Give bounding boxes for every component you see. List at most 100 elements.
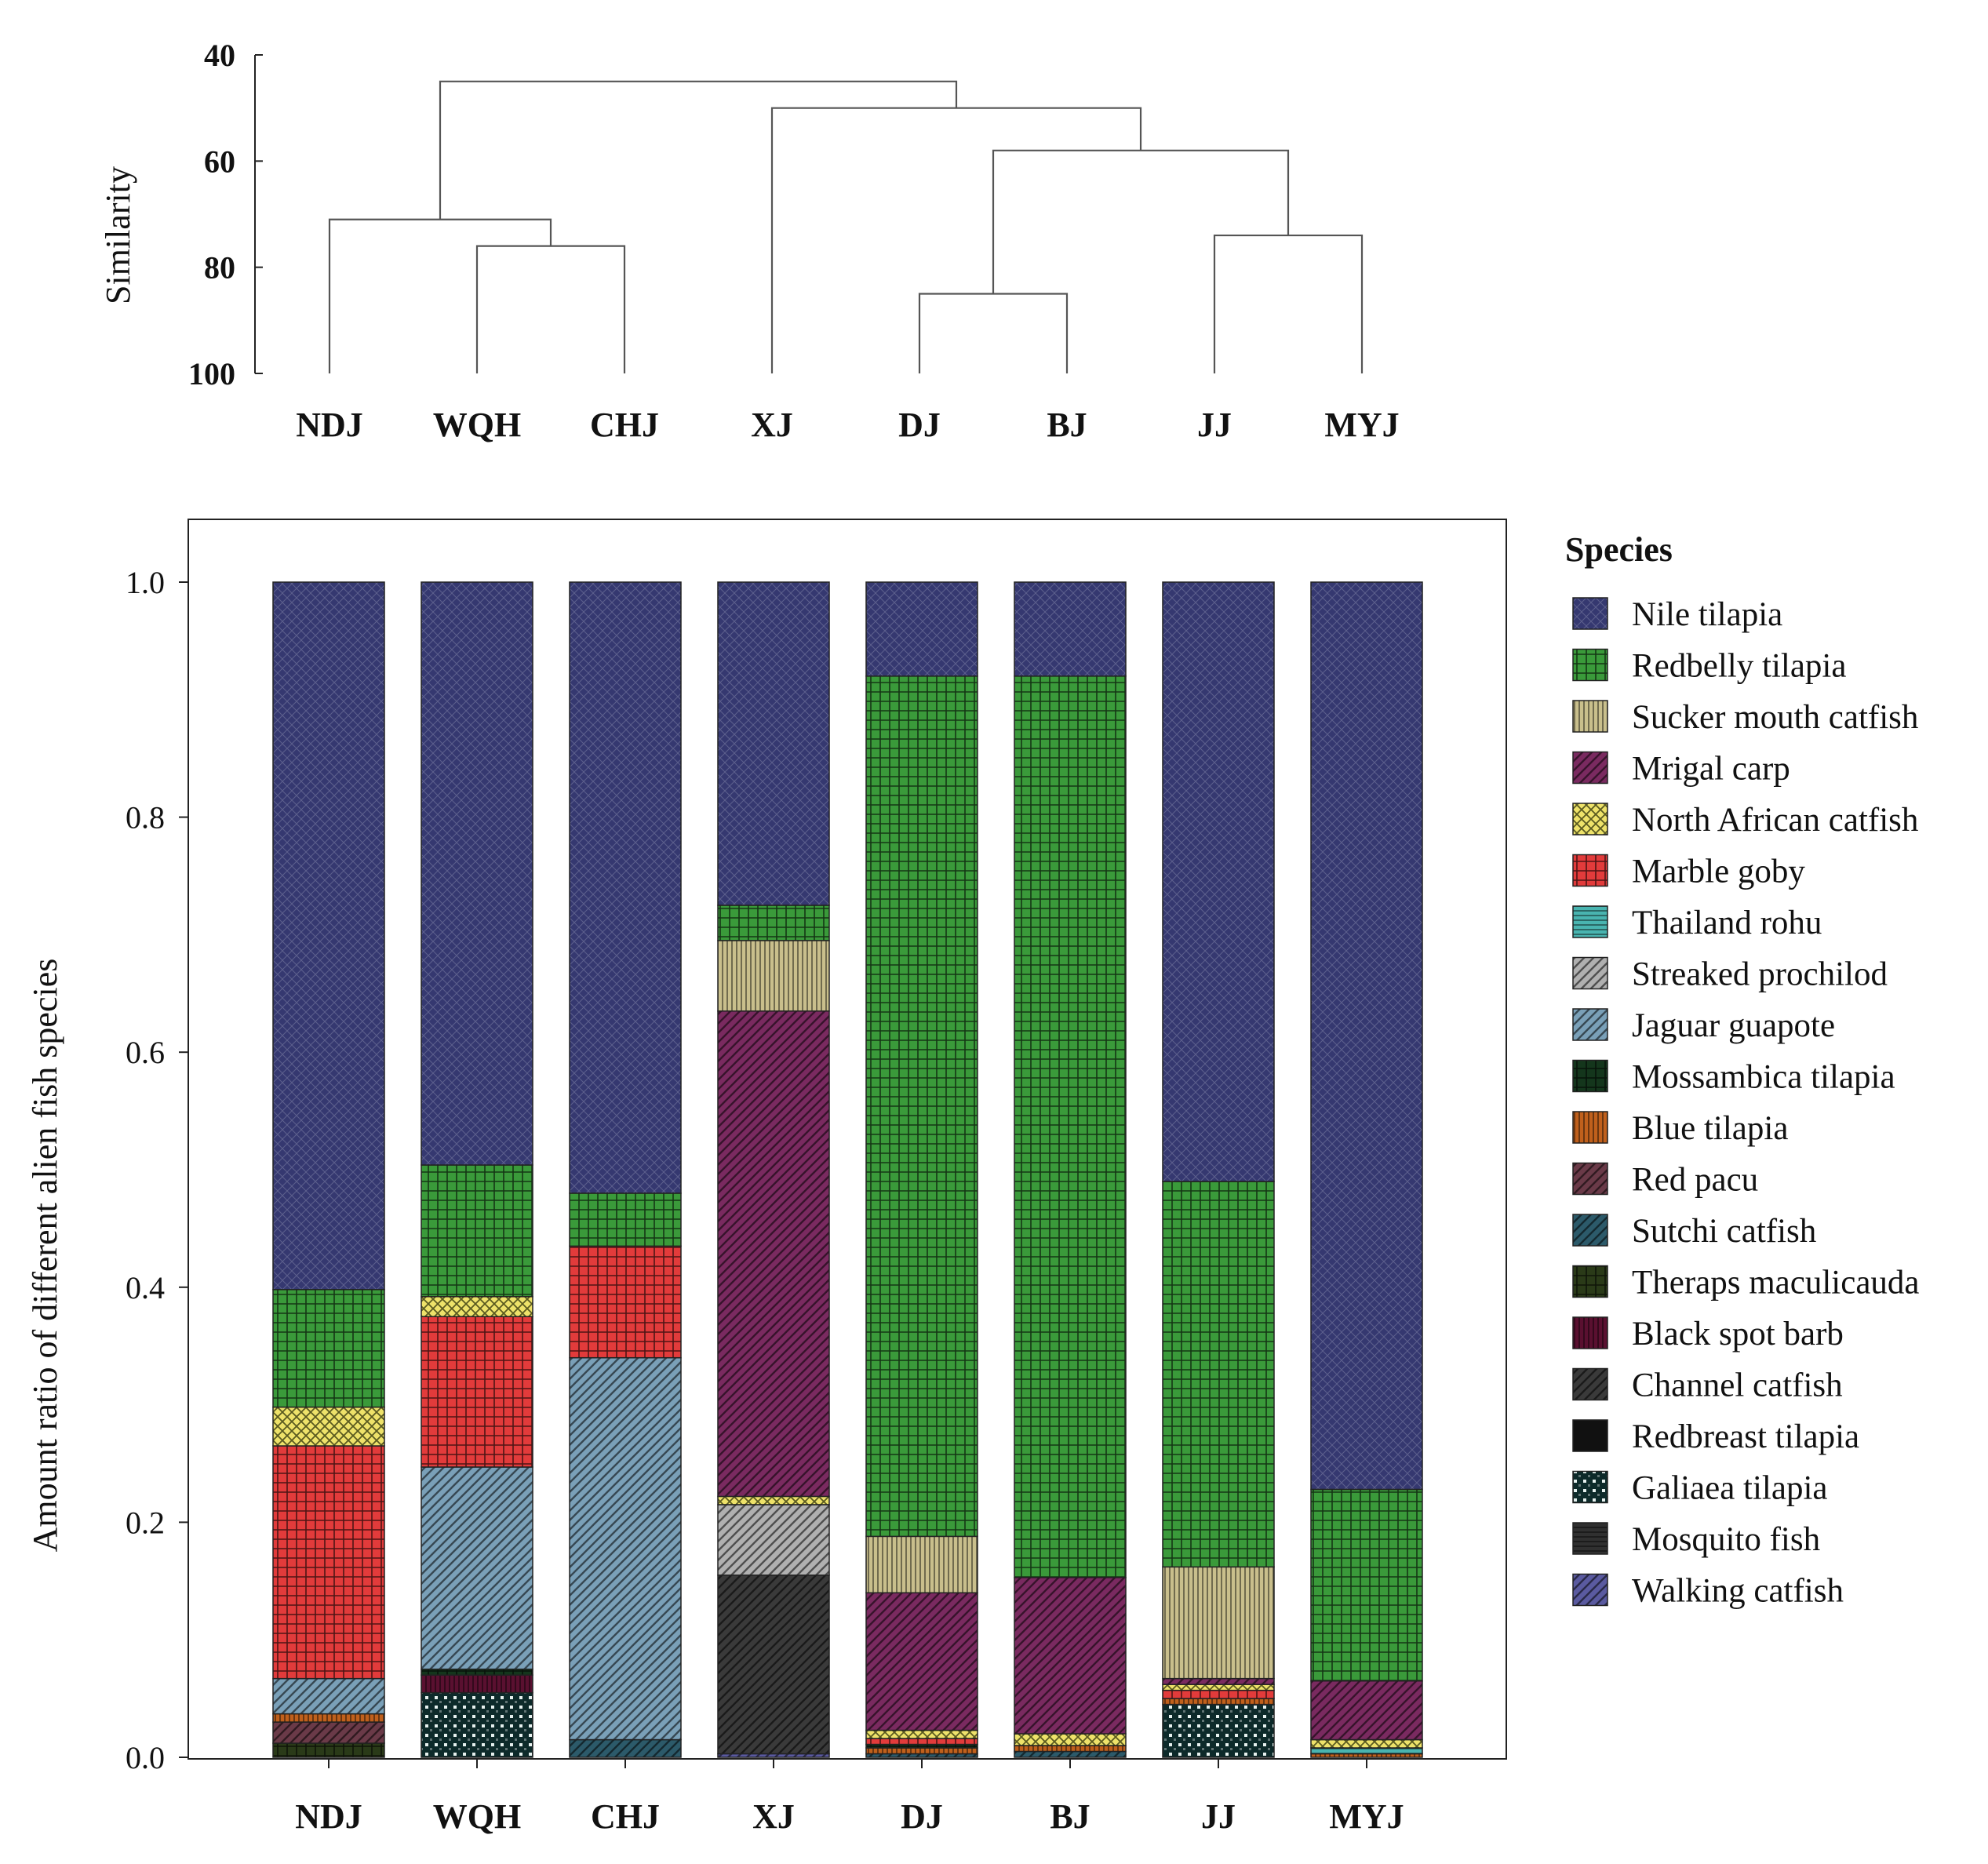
bar-segment-jj-nile-tilapia <box>1162 581 1275 1182</box>
bar-stack-jj <box>1162 581 1275 1758</box>
legend-title: Species <box>1565 530 1673 569</box>
bar-segment-myj-thailand-rohu <box>1310 1747 1423 1755</box>
bar-segment-jj-north-african-catfish <box>1162 1684 1275 1691</box>
legend-item-walking-catfish: Walking catfish <box>1572 1573 1844 1610</box>
legend-item-marble-goby: Marble goby <box>1572 854 1805 890</box>
bar-segment-ndj-theraps-maculicauda <box>272 1742 385 1758</box>
bar-y-ticks: 0.0 0.2 0.4 0.6 0.8 1.0 <box>126 565 188 1775</box>
legend-label: Mrigal carp <box>1632 751 1790 788</box>
legend-swatch <box>1572 700 1608 733</box>
legend-swatch <box>1572 1059 1608 1093</box>
legend-label: Blue tilapia <box>1632 1110 1788 1147</box>
bar-segment-wqh-mossambica-tilapia <box>421 1668 533 1676</box>
bar-tick-label: 0.2 <box>126 1505 165 1540</box>
bar-segment-ndj-nile-tilapia <box>272 581 385 1291</box>
legend-item-redbreast-tilapia: Redbreast tilapia <box>1572 1418 1859 1455</box>
dendrogram-tick-label: 60 <box>204 144 235 179</box>
legend-swatch <box>1572 1470 1608 1504</box>
bar-y-title: Amount ratio of different alien fish spe… <box>26 959 64 1553</box>
legend-swatch <box>1572 751 1608 785</box>
legend-item-north-african-catfish: North African catfish <box>1572 802 1918 839</box>
bar-segment-myj-redbelly-tilapia <box>1310 1488 1423 1682</box>
bar-segment-ndj-red-pacu <box>272 1721 385 1744</box>
legend-swatch <box>1572 803 1608 836</box>
legend-swatch <box>1572 854 1608 887</box>
legend-label: Theraps maculicauda <box>1632 1265 1920 1302</box>
stacked-bar-panel: 0.0 0.2 0.4 0.6 0.8 1.0 Amount ratio of diffe… <box>26 519 1507 1836</box>
dendrogram-tick-label: 80 <box>204 250 235 286</box>
dendrogram-leaf-bj: BJ <box>1047 406 1087 444</box>
dendrogram-link-jj-myj <box>1213 234 1364 373</box>
legend-swatch <box>1572 1419 1608 1452</box>
bar-segment-xj-sucker-mouth-catfish <box>717 940 830 1012</box>
dendrogram-link-ndj-wqh-chj <box>328 218 552 373</box>
bar-segment-chj-jaguar-guapote <box>569 1356 682 1741</box>
bar-segment-jj-galiaea-tilapia <box>1162 1703 1275 1758</box>
legend-swatch <box>1572 1265 1608 1298</box>
dendrogram-leaf-myj: MYJ <box>1324 406 1399 444</box>
bar-segment-dj-blue-tilapia <box>865 1747 978 1755</box>
dendrogram-leaf-wqh: WQH <box>433 406 521 444</box>
bar-segment-myj-mrigal-carp <box>1310 1680 1423 1741</box>
bar-segment-xj-north-african-catfish <box>717 1495 830 1505</box>
dendrogram-links <box>328 80 1364 373</box>
dendrogram-y-title: Similarity <box>99 166 137 304</box>
bar-stack-ndj <box>272 581 385 1758</box>
bar-segment-dj-mrigal-carp <box>865 1592 978 1731</box>
legend-item-galiaea-tilapia: Galiaea tilapia <box>1572 1470 1828 1507</box>
bar-tick-label: 0.6 <box>126 1035 165 1070</box>
legend: Species Nile tilapia Redbelly tilapia Suck… <box>1565 530 1920 1610</box>
dendrogram-y-ticks: 40 60 80 100 <box>188 38 263 391</box>
bar-segment-dj-sucker-mouth-catfish <box>865 1535 978 1594</box>
bar-stack-bj <box>1014 581 1127 1758</box>
dendrogram-link-dj-bj <box>918 293 1069 373</box>
bar-segment-wqh-marble-goby <box>421 1316 533 1468</box>
legend-item-mosquito-fish: Mosquito fish <box>1572 1521 1820 1558</box>
dendrogram-panel: 40 60 80 100 Similarity NDJ WQH CHJ XJ DJ BJ JJ MY… <box>99 38 1400 444</box>
bar-segment-bj-blue-tilapia <box>1014 1745 1127 1753</box>
legend-swatch <box>1572 1573 1608 1607</box>
bar-x-label-jj: JJ <box>1201 1797 1236 1836</box>
legend-item-nile-tilapia: Nile tilapia <box>1572 596 1782 633</box>
bar-segment-ndj-blue-tilapia <box>272 1713 385 1723</box>
legend-item-mossambica-tilapia: Mossambica tilapia <box>1572 1059 1895 1096</box>
bar-segment-dj-marble-goby <box>865 1738 978 1746</box>
bar-segment-dj-nile-tilapia <box>865 581 978 677</box>
legend-items: Nile tilapia Redbelly tilapia Sucker mouth… <box>1572 596 1920 1610</box>
bar-segment-xj-streaked-prochilod <box>717 1504 830 1576</box>
bar-segment-xj-redbelly-tilapia <box>717 905 830 941</box>
legend-label: Walking catfish <box>1632 1573 1844 1610</box>
bar-segment-ndj-marble-goby <box>272 1445 385 1680</box>
legend-item-jaguar-guapote: Jaguar guapote <box>1572 1007 1835 1044</box>
bar-segment-wqh-redbelly-tilapia <box>421 1164 533 1298</box>
bar-segment-xj-channel-catfish <box>717 1575 830 1755</box>
dendrogram-leaf-ndj: NDJ <box>296 406 363 444</box>
legend-label: Streaked prochilod <box>1632 956 1888 993</box>
bar-segment-wqh-nile-tilapia <box>421 581 533 1166</box>
bar-segment-jj-blue-tilapia <box>1162 1698 1275 1706</box>
bar-segment-bj-nile-tilapia <box>1014 581 1127 677</box>
legend-item-black-spot-barb: Black spot barb <box>1572 1316 1844 1352</box>
legend-swatch <box>1572 1214 1608 1247</box>
bar-segment-wqh-galiaea-tilapia <box>421 1691 533 1758</box>
bar-segment-chj-nile-tilapia <box>569 581 682 1194</box>
plot-frame <box>188 519 1507 1760</box>
bar-x-ticks: NDJ WQH CHJ XJ DJ BJ JJ MYJ <box>295 1759 1404 1836</box>
bar-segment-chj-redbelly-tilapia <box>569 1192 682 1247</box>
bar-tick-label: 0.4 <box>126 1270 165 1305</box>
legend-swatch <box>1572 597 1608 630</box>
legend-label: Red pacu <box>1632 1162 1758 1199</box>
bar-segment-jj-marble-goby <box>1162 1689 1275 1699</box>
dendrogram-link-dj-bj-jj-myj <box>992 149 1290 294</box>
bar-segment-chj-marble-goby <box>569 1245 682 1359</box>
bar-segment-ndj-north-african-catfish <box>272 1406 385 1447</box>
legend-item-sutchi-catfish: Sutchi catfish <box>1572 1213 1816 1250</box>
legend-label: Marble goby <box>1632 854 1805 890</box>
bar-segment-chj-sutchi-catfish <box>569 1738 682 1758</box>
bar-x-label-chj: CHJ <box>591 1797 660 1836</box>
dendrogram-leaf-jj: JJ <box>1197 406 1232 444</box>
legend-label: Black spot barb <box>1632 1316 1844 1352</box>
bar-stack-chj <box>569 581 682 1758</box>
legend-item-sucker-mouth-catfish: Sucker mouth catfish <box>1572 699 1918 736</box>
